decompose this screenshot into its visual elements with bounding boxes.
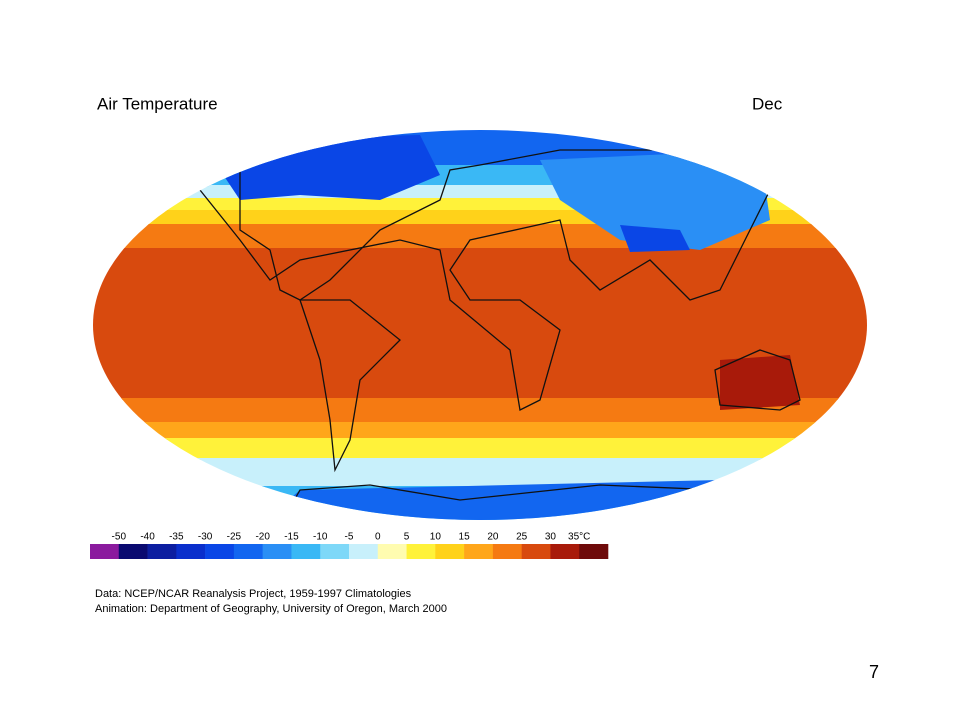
page-number: 7 <box>869 662 879 682</box>
legend-swatch <box>377 544 407 559</box>
legend-label: -50 <box>112 532 127 543</box>
legend-label: 20 <box>487 532 499 543</box>
legend-swatch <box>262 544 292 559</box>
legend-swatch <box>320 544 350 559</box>
legend-swatch <box>118 544 148 559</box>
credit-line: Animation: Department of Geography, Univ… <box>95 603 447 615</box>
temperature-map <box>93 130 867 520</box>
legend-swatch <box>464 544 494 559</box>
legend-swatch <box>233 544 263 559</box>
legend-swatch <box>492 544 522 559</box>
legend-swatch <box>291 544 321 559</box>
legend-label: 35°C <box>568 532 590 543</box>
legend-swatch <box>147 544 177 559</box>
legend-swatch <box>205 544 235 559</box>
legend-label: -10 <box>313 532 328 543</box>
legend-swatch <box>579 544 609 559</box>
legend-swatch <box>435 544 465 559</box>
legend-label: -25 <box>227 532 242 543</box>
legend-label: 25 <box>516 532 528 543</box>
legend-swatch <box>349 544 379 559</box>
legend-label: -35 <box>169 532 184 543</box>
legend-label: -40 <box>140 532 155 543</box>
legend-label: 10 <box>430 532 442 543</box>
legend-swatch <box>550 544 580 559</box>
legend-swatch <box>406 544 436 559</box>
legend-label: -30 <box>198 532 213 543</box>
legend-label: -15 <box>284 532 299 543</box>
legend-label: 15 <box>459 532 471 543</box>
legend-label: -5 <box>345 532 354 543</box>
legend: -50 -40 -35 -30 -25 -20 -15 -10 -5 0 5 10 15 20 25 30 35… <box>90 532 609 559</box>
legend-swatch <box>521 544 551 559</box>
legend-label: 0 <box>375 532 381 543</box>
map-month: Dec <box>752 94 783 113</box>
legend-label: 5 <box>404 532 410 543</box>
legend-label: -20 <box>255 532 270 543</box>
legend-swatch <box>90 544 120 559</box>
credit-line: Data: NCEP/NCAR Reanalysis Project, 1959… <box>95 588 412 600</box>
map-title: Air Temperature <box>97 94 218 113</box>
legend-swatch <box>176 544 206 559</box>
legend-label: 30 <box>545 532 557 543</box>
